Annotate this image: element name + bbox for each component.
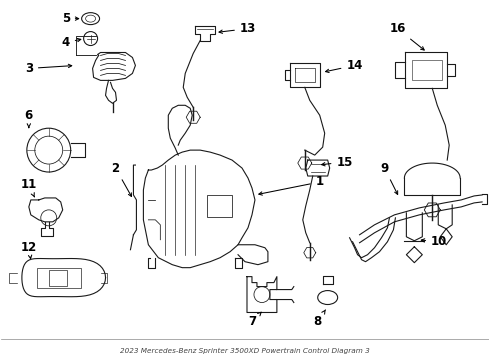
Text: 9: 9 (380, 162, 398, 194)
Text: 15: 15 (321, 156, 353, 168)
Text: 13: 13 (219, 22, 256, 35)
Text: 5: 5 (62, 12, 79, 25)
Text: 11: 11 (21, 179, 37, 197)
Text: 12: 12 (21, 241, 37, 258)
Bar (413, 60, 442, 80)
Bar (207, 195, 232, 217)
Text: 2: 2 (111, 162, 131, 197)
Text: 2023 Mercedes-Benz Sprinter 3500XD Powertrain Control Diagram 3: 2023 Mercedes-Benz Sprinter 3500XD Power… (120, 348, 370, 354)
Text: 3: 3 (25, 62, 72, 75)
Text: 6: 6 (24, 109, 33, 127)
Text: 10: 10 (421, 235, 447, 248)
Text: 1: 1 (259, 175, 324, 195)
Text: 8: 8 (314, 310, 325, 328)
Bar (37, 268, 81, 288)
Text: 4: 4 (62, 36, 81, 49)
Text: 16: 16 (389, 22, 424, 50)
Text: 14: 14 (325, 59, 363, 72)
Bar (49, 270, 67, 285)
Text: 7: 7 (248, 312, 261, 328)
